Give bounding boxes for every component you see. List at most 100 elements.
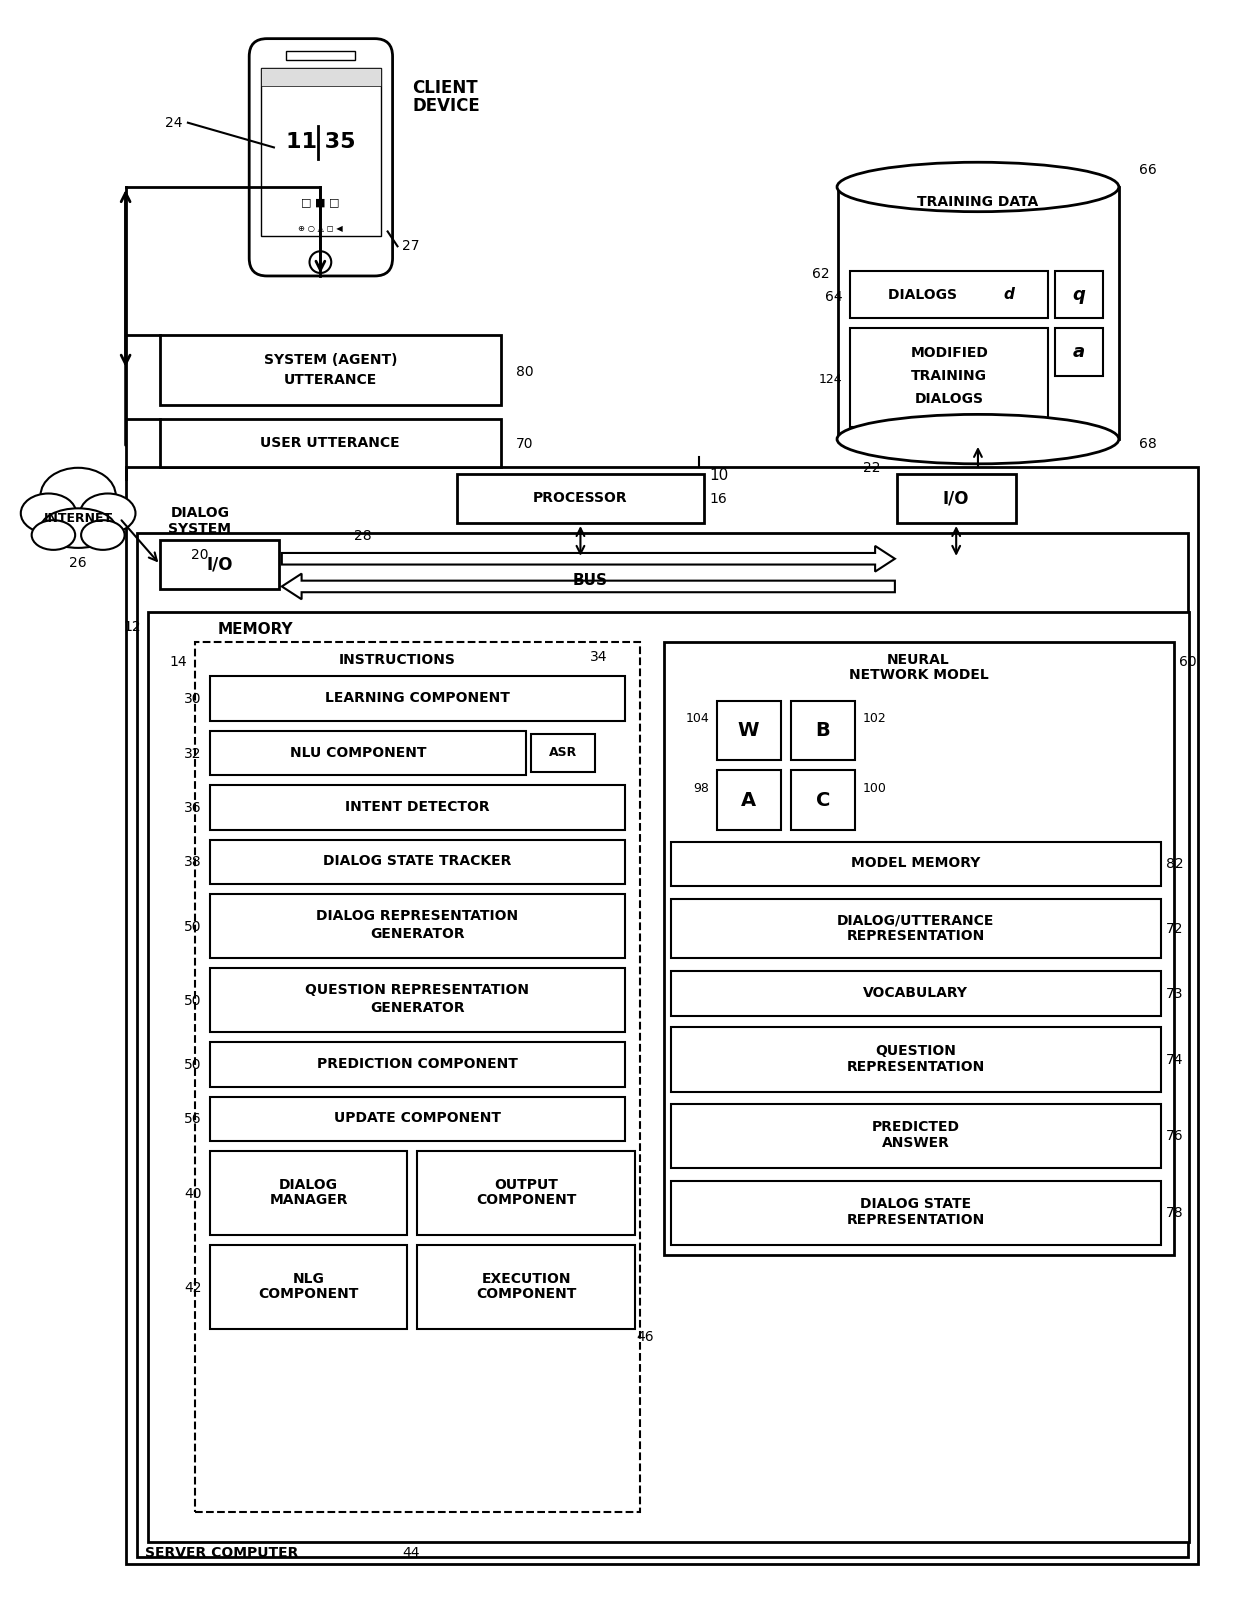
Ellipse shape <box>837 162 1118 212</box>
Text: ANSWER: ANSWER <box>882 1136 950 1150</box>
Bar <box>671 1028 1161 1092</box>
Text: REPRESENTATION: REPRESENTATION <box>847 1213 985 1227</box>
Text: 27: 27 <box>403 239 420 253</box>
Text: 124: 124 <box>818 374 842 387</box>
Bar <box>671 1181 1161 1245</box>
Bar <box>160 335 501 404</box>
Text: NLU COMPONENT: NLU COMPONENT <box>290 746 427 760</box>
Text: 24: 24 <box>165 115 184 130</box>
Ellipse shape <box>41 468 115 523</box>
Bar <box>717 770 781 829</box>
Text: 26: 26 <box>69 555 87 569</box>
Text: A: A <box>742 791 756 810</box>
Text: INTERNET: INTERNET <box>43 512 113 525</box>
Text: SERVER COMPUTER: SERVER COMPUTER <box>145 1546 299 1561</box>
Bar <box>262 69 381 236</box>
Text: 56: 56 <box>184 1113 202 1126</box>
Text: UPDATE COMPONENT: UPDATE COMPONENT <box>334 1112 501 1126</box>
Bar <box>531 733 595 773</box>
Bar <box>210 786 625 829</box>
Text: ⊕ ○ △ ◻ ◀: ⊕ ○ △ ◻ ◀ <box>298 225 342 233</box>
Ellipse shape <box>81 494 135 533</box>
Bar <box>1055 329 1102 375</box>
Text: COMPONENT: COMPONENT <box>476 1193 577 1208</box>
Bar <box>897 473 1016 523</box>
Ellipse shape <box>32 520 76 550</box>
Ellipse shape <box>81 520 124 550</box>
Bar <box>210 1245 408 1330</box>
Bar <box>210 677 625 720</box>
Text: INSTRUCTIONS: INSTRUCTIONS <box>339 653 456 667</box>
Text: 82: 82 <box>1166 857 1183 871</box>
Bar <box>1055 271 1102 319</box>
Text: 50: 50 <box>185 1059 202 1071</box>
Text: DIALOGS: DIALOGS <box>915 391 983 406</box>
Bar <box>851 329 1048 427</box>
Text: OUTPUT: OUTPUT <box>494 1177 558 1192</box>
Text: d: d <box>1003 287 1014 302</box>
Bar <box>671 898 1161 958</box>
Text: SYSTEM (AGENT): SYSTEM (AGENT) <box>264 353 397 367</box>
Text: CLIENT: CLIENT <box>413 79 477 98</box>
Text: DIALOG/UTTERANCE: DIALOG/UTTERANCE <box>837 914 994 927</box>
Text: COMPONENT: COMPONENT <box>476 1288 577 1301</box>
Text: 70: 70 <box>516 436 533 451</box>
Text: QUESTION: QUESTION <box>875 1044 956 1059</box>
Text: DIALOG REPRESENTATION: DIALOG REPRESENTATION <box>316 909 518 922</box>
Bar <box>210 1152 408 1235</box>
Text: 66: 66 <box>1140 164 1157 176</box>
Ellipse shape <box>41 508 115 549</box>
Bar <box>160 541 279 589</box>
Text: 40: 40 <box>185 1187 202 1200</box>
Polygon shape <box>281 545 895 571</box>
Text: 100: 100 <box>862 781 887 794</box>
Bar <box>456 473 704 523</box>
Bar <box>851 271 1048 319</box>
Bar <box>210 1097 625 1140</box>
Text: 72: 72 <box>1166 922 1183 935</box>
Text: ASR: ASR <box>548 746 577 759</box>
Bar <box>160 419 501 467</box>
Text: 12: 12 <box>124 621 141 634</box>
Text: 78: 78 <box>1166 1206 1183 1221</box>
Bar <box>791 770 856 829</box>
Bar <box>285 50 355 61</box>
Bar <box>210 969 625 1033</box>
Text: 50: 50 <box>185 919 202 934</box>
Text: 42: 42 <box>185 1280 202 1294</box>
Text: NLG: NLG <box>293 1272 325 1285</box>
Text: 98: 98 <box>693 781 709 794</box>
Text: 64: 64 <box>825 290 842 303</box>
Ellipse shape <box>21 494 76 533</box>
Bar <box>210 839 625 884</box>
Text: W: W <box>738 722 759 741</box>
Text: COMPONENT: COMPONENT <box>258 1288 358 1301</box>
Bar <box>262 69 381 87</box>
Text: q: q <box>1073 286 1085 303</box>
Bar <box>418 1245 635 1330</box>
Text: 73: 73 <box>1166 986 1183 1001</box>
Text: 62: 62 <box>812 266 830 281</box>
Text: QUESTION REPRESENTATION: QUESTION REPRESENTATION <box>305 983 529 996</box>
Text: DIALOGS: DIALOGS <box>888 287 961 302</box>
Text: 14: 14 <box>170 654 187 669</box>
Bar <box>837 188 1120 439</box>
Text: a: a <box>1073 343 1085 361</box>
Bar <box>717 701 781 760</box>
Text: TRAINING DATA: TRAINING DATA <box>918 194 1039 209</box>
Text: C: C <box>816 791 830 810</box>
Text: BUS: BUS <box>573 573 608 589</box>
Bar <box>791 701 856 760</box>
Text: TRAINING: TRAINING <box>911 369 987 383</box>
Text: DIALOG: DIALOG <box>279 1177 339 1192</box>
Text: 10: 10 <box>709 468 729 483</box>
Bar <box>210 893 625 958</box>
Text: I/O: I/O <box>206 555 233 574</box>
Text: 80: 80 <box>516 364 533 379</box>
Text: MODEL MEMORY: MODEL MEMORY <box>851 857 981 871</box>
Text: MODIFIED: MODIFIED <box>910 346 988 359</box>
Text: □ ■ □: □ ■ □ <box>301 197 340 207</box>
Bar <box>665 642 1174 1254</box>
Text: 28: 28 <box>355 529 372 544</box>
Text: 34: 34 <box>590 650 608 664</box>
